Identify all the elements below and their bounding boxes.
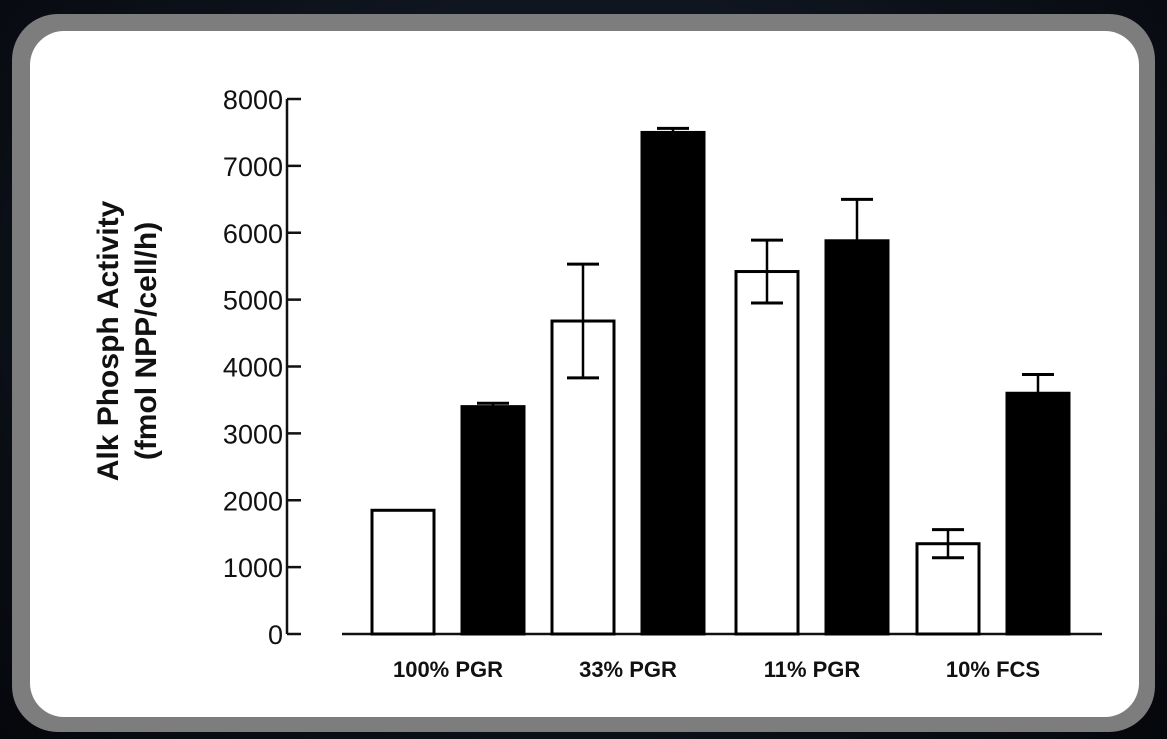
y-axis-title-line-1: Alk Phosph Activity xyxy=(92,200,125,481)
y-axis-title-line-2: (fmol NPP/cell/h) xyxy=(130,222,163,460)
bar-open xyxy=(734,270,800,636)
bar-filled xyxy=(460,405,526,636)
y-ticks: 0 1000 2000 3000 4000 5000 6000 7000 8000 xyxy=(223,85,301,650)
bar-filled xyxy=(1005,391,1071,636)
category-label: 11% PGR xyxy=(764,657,861,682)
category-label: 100% PGR xyxy=(393,657,503,682)
y-tick-label: 5000 xyxy=(223,286,283,316)
y-tick-label: 3000 xyxy=(223,419,283,449)
y-axis-title: Alk Phosph Activity (fmol NPP/cell/h) xyxy=(92,200,163,481)
y-tick-label: 2000 xyxy=(223,486,283,516)
category-label: 33% PGR xyxy=(579,657,677,682)
y-tick-label: 1000 xyxy=(223,553,283,583)
y-tick-label: 6000 xyxy=(223,219,283,249)
error-bars xyxy=(477,126,1054,560)
category-labels: 100% PGR 33% PGR 11% PGR 10% FCS xyxy=(393,657,1040,682)
y-tick-label: 0 xyxy=(268,620,283,650)
y-tick-label: 7000 xyxy=(223,152,283,182)
y-tick-label: 8000 xyxy=(223,85,283,115)
category-label: 10% FCS xyxy=(946,657,1040,682)
bar-open xyxy=(915,542,981,636)
bar-filled xyxy=(824,239,890,636)
y-tick-label: 4000 xyxy=(223,353,283,383)
bar-open xyxy=(370,508,436,636)
bars xyxy=(370,130,1071,636)
bar-filled xyxy=(640,130,706,636)
